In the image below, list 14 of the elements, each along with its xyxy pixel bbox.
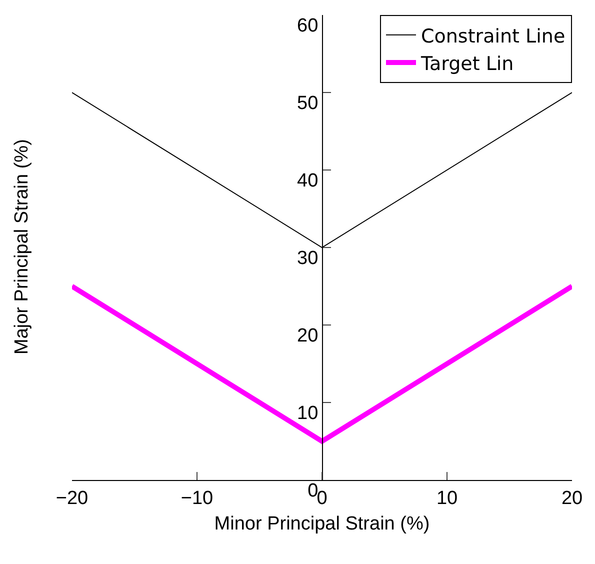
y-tick-label: 50 (297, 93, 318, 114)
x-tick-label: 20 (561, 488, 583, 509)
y-tick-label: 40 (297, 170, 318, 192)
x-tick-label: 10 (436, 488, 458, 509)
x-axis-title: Minor Principal Strain (%) (214, 514, 430, 535)
x-tick-label: −10 (180, 488, 214, 509)
y-tick-label: 20 (297, 326, 318, 347)
y-tick-label: 10 (297, 403, 318, 424)
x-tick-label: −20 (56, 488, 88, 509)
y-tick-label: 30 (297, 248, 318, 270)
y-axis-title: Major Principal Strain (%) (12, 139, 32, 354)
legend-label: Constraint Line (421, 25, 566, 48)
legend-label: Target Lin (420, 52, 514, 75)
y-tick-label: 60 (297, 16, 318, 37)
